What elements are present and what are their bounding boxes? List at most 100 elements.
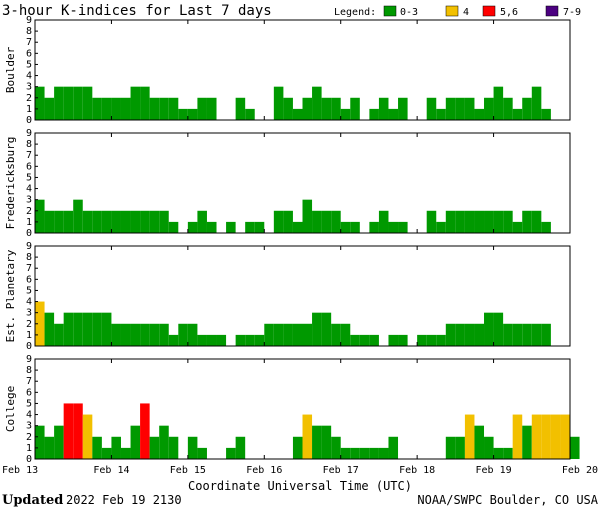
panel-frame [34,358,571,460]
k-bar [245,334,255,346]
k-bar [474,108,485,120]
panel-label: Fredericksburg [4,137,17,230]
y-tick-label: 0 [26,454,32,465]
k-bar [531,414,542,459]
k-bar [101,97,112,120]
k-bar [235,436,246,459]
k-bar [35,425,45,459]
k-bar [426,97,437,120]
k-bar [503,323,513,346]
k-bar [321,97,332,120]
k-bar [149,436,160,459]
panel-label: Boulder [4,46,17,93]
y-tick-label: 7 [26,263,32,274]
y-tick-label: 6 [26,387,32,398]
k-bar [273,323,284,346]
y-tick-label: 8 [26,252,32,263]
k-bar [560,414,570,459]
k-bar [512,108,523,120]
k-bar [331,323,341,346]
k-bar [464,323,475,346]
y-tick-label: 5 [26,172,32,183]
legend-item-4: 4 [463,7,469,18]
k-bar [445,97,456,120]
k-bar [73,403,83,459]
k-bar [92,436,102,459]
k-bar [82,210,93,233]
k-bar [111,323,121,346]
legend-swatch-4 [445,5,459,17]
k-bar [388,108,399,120]
k-bar [159,323,169,346]
k-bar [340,447,351,459]
k-bar [369,447,379,459]
panel-frame [34,245,571,347]
k-bar [44,97,55,120]
k-bar [493,447,504,459]
k-bar [493,312,504,346]
k-bar [206,221,217,233]
k-bar [254,334,265,346]
k-bar [235,97,246,120]
y-tick-label: 3 [26,308,32,319]
k-bar [168,334,179,346]
k-bar [398,221,408,233]
x-tick-label: Feb 16 [246,465,282,476]
chart-title: 3-hour K-indices for Last 7 days [2,3,272,19]
k-bar [455,436,465,459]
x-tick-label: Feb 19 [476,465,512,476]
y-tick-label: 6 [26,161,32,172]
k-bar [159,210,169,233]
y-tick-label: 2 [26,93,32,104]
k-bar [245,221,255,233]
k-bar [35,86,45,120]
k-bar [254,221,265,233]
k-bar [541,323,551,346]
k-bar [302,199,313,233]
k-bar [512,323,523,346]
y-tick-label: 1 [26,330,32,341]
k-bar [398,97,408,120]
k-bar [503,447,513,459]
k-bar [350,447,360,459]
k-bar [340,108,351,120]
y-tick-label: 4 [26,410,32,421]
k-bar [101,210,112,233]
k-bar [484,312,494,346]
k-bar [445,436,456,459]
x-tick-label: Feb 13 [2,465,38,476]
k-bar [82,414,93,459]
k-bar [302,97,313,120]
k-bar [522,97,532,120]
k-bar [331,97,341,120]
x-tick-label: Feb 14 [93,465,129,476]
legend: Legend: 0-3 4 5,6 7-9 [334,5,581,18]
k-bar [331,210,341,233]
y-tick-label: 4 [26,184,32,195]
panels: 0123456789Boulder0123456789Fredericksbur… [4,15,580,465]
y-tick-label: 5 [26,285,32,296]
k-bar [197,97,207,120]
y-tick-label: 7 [26,37,32,48]
k-bar [522,323,532,346]
y-tick-label: 2 [26,206,32,217]
k-bar [101,447,112,459]
y-tick-label: 6 [26,48,32,59]
k-bar [130,210,141,233]
k-bar [120,447,131,459]
k-bar [111,210,121,233]
k-bar [73,199,83,233]
k-bar [484,210,494,233]
y-tick-label: 1 [26,443,32,454]
updated-label: Updated [2,493,63,508]
k-bar [245,108,255,120]
k-bar [178,323,188,346]
k-bar [44,436,55,459]
y-tick-label: 3 [26,82,32,93]
k-bar [340,323,351,346]
k-bar [111,436,121,459]
k-bar [531,86,542,120]
k-bar [159,425,169,459]
